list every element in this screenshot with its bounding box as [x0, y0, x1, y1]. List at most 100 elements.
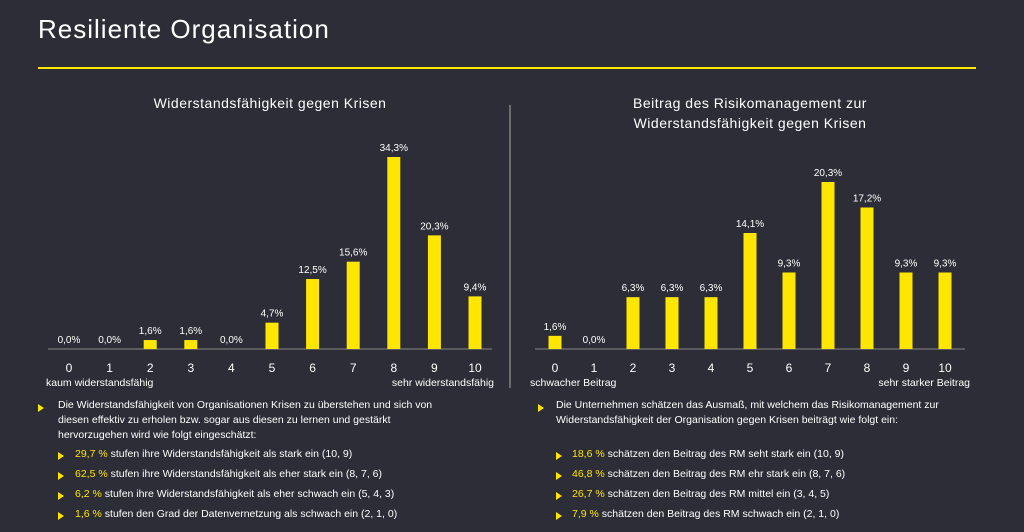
item-text: stufen ihre Widerstandsfähigkeit als ehe… — [104, 488, 395, 500]
x-tick-label: 8 — [864, 361, 871, 375]
highlight: 1,6 % — [75, 508, 102, 520]
value-label: 0,0% — [98, 335, 121, 346]
bar — [548, 335, 562, 349]
value-label: 20,3% — [420, 221, 448, 232]
bar — [184, 340, 198, 349]
highlight: 62,5 % — [75, 468, 108, 480]
x-tick-label: 10 — [468, 361, 482, 375]
highlight: 7,9 % — [572, 508, 599, 520]
x-tick-label: 9 — [431, 361, 438, 375]
value-label: 6,3% — [661, 283, 684, 294]
chart-title: Widerstandsfähigkeit gegen Krisen — [153, 95, 387, 111]
bar — [387, 157, 401, 349]
bar — [265, 322, 279, 349]
note-item: 29,7 % stufen ihre Widerstandsfähigkeit … — [75, 448, 352, 460]
x-tick-label: 9 — [903, 361, 910, 375]
axis-annotation: kaum widerstandsfähig — [46, 377, 154, 389]
bullet — [556, 512, 562, 520]
value-label: 15,6% — [339, 248, 367, 259]
item-text: schätzen den Beitrag des RM mittel ein (… — [607, 488, 830, 500]
x-tick-label: 4 — [708, 361, 715, 375]
page-title: Resiliente Organisation — [38, 14, 330, 44]
chart-title: Beitrag des Risikomanagement zur Widerst… — [633, 95, 867, 131]
value-label: 0,0% — [583, 335, 606, 346]
note-intro: Die Widerstandsfähigkeit von Organisatio… — [58, 399, 433, 441]
bullet — [58, 452, 64, 460]
x-tick-label: 6 — [786, 361, 793, 375]
x-tick-label: 2 — [147, 361, 154, 375]
x-tick-label: 4 — [228, 361, 235, 375]
bullet — [58, 472, 64, 480]
note-item: 1,6 % stufen den Grad der Datenvernetzun… — [75, 508, 397, 520]
bullet — [38, 404, 44, 412]
x-tick-label: 2 — [630, 361, 637, 375]
bar — [743, 233, 757, 349]
x-tick-label: 0 — [66, 361, 73, 375]
item-text: stufen ihre Widerstandsfähigkeit als sta… — [110, 448, 353, 460]
value-label: 9,3% — [778, 258, 801, 269]
x-tick-label: 5 — [269, 361, 276, 375]
item-text: schätzen den Beitrag des RM schwach ein … — [601, 508, 840, 520]
highlight: 26,7 % — [572, 488, 605, 500]
note-item: 26,7 % schätzen den Beitrag des RM mitte… — [572, 488, 829, 500]
x-tick-label: 1 — [106, 361, 113, 375]
bar — [346, 261, 360, 349]
value-label: 0,0% — [220, 335, 243, 346]
value-label: 9,3% — [934, 258, 957, 269]
bar — [626, 297, 640, 349]
bullet — [556, 472, 562, 480]
bullet — [58, 512, 64, 520]
highlight: 29,7 % — [75, 448, 108, 460]
bar — [782, 272, 796, 349]
value-label: 34,3% — [380, 143, 408, 154]
item-text: schätzen den Beitrag des RM ehr stark ei… — [607, 468, 846, 480]
bar — [860, 207, 874, 349]
bar — [306, 279, 320, 349]
bar — [704, 297, 718, 349]
bar — [665, 297, 679, 349]
x-tick-label: 10 — [938, 361, 952, 375]
x-tick-label: 5 — [747, 361, 754, 375]
bullet — [538, 404, 544, 412]
bar — [899, 272, 913, 349]
note-item: 46,8 % schätzen den Beitrag des RM ehr s… — [572, 468, 845, 480]
note-intro: Die Unternehmen schätzen das Ausmaß, mit… — [556, 399, 939, 426]
value-label: 4,7% — [261, 309, 284, 320]
bullet — [58, 492, 64, 500]
bar — [821, 182, 835, 349]
x-tick-label: 6 — [309, 361, 316, 375]
axis-annotation: schwacher Beitrag — [530, 377, 617, 389]
value-label: 20,3% — [814, 168, 842, 179]
x-tick-label: 8 — [390, 361, 397, 375]
note-item: 6,2 % stufen ihre Widerstandsfähigkeit a… — [75, 488, 394, 500]
x-tick-label: 3 — [669, 361, 676, 375]
bar — [427, 235, 441, 349]
bar — [468, 296, 482, 349]
bar — [143, 340, 157, 349]
item-text: stufen den Grad der Datenvernetzung als … — [104, 508, 398, 520]
value-label: 1,6% — [544, 322, 567, 333]
x-tick-label: 7 — [350, 361, 357, 375]
item-text: schätzen den Beitrag des RM seht stark e… — [607, 448, 844, 460]
axis-annotation: sehr widerstandsfähig — [392, 377, 494, 389]
value-label: 17,2% — [853, 194, 881, 205]
item-text: stufen ihre Widerstandsfähigkeit als ehe… — [110, 468, 383, 480]
x-tick-label: 3 — [187, 361, 194, 375]
note-item: 62,5 % stufen ihre Widerstandsfähigkeit … — [75, 468, 382, 480]
value-label: 14,1% — [736, 219, 764, 230]
x-tick-label: 1 — [591, 361, 598, 375]
value-label: 6,3% — [622, 283, 645, 294]
note-item: 7,9 % schätzen den Beitrag des RM schwac… — [572, 508, 839, 520]
highlight: 18,6 % — [572, 448, 605, 460]
x-tick-label: 0 — [552, 361, 559, 375]
value-label: 1,6% — [139, 326, 162, 337]
x-tick-label: 7 — [825, 361, 832, 375]
value-label: 12,5% — [298, 265, 326, 276]
bar — [938, 272, 952, 349]
value-label: 9,3% — [895, 258, 918, 269]
note-item: 18,6 % schätzen den Beitrag des RM seht … — [572, 448, 844, 460]
highlight: 6,2 % — [75, 488, 102, 500]
value-label: 0,0% — [58, 335, 81, 346]
